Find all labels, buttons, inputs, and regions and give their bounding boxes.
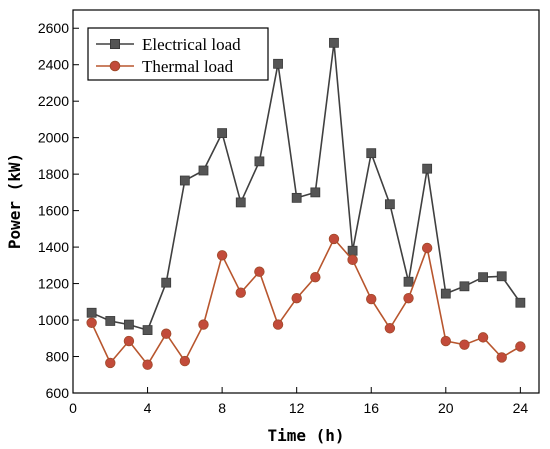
- data-point-circle: [440, 335, 452, 347]
- data-point-circle: [496, 352, 507, 363]
- x-tick-label: 8: [218, 400, 226, 416]
- y-axis: 600 800 1000 1200 1400 1600 1800 2000 2200 2400 26…: [38, 20, 79, 401]
- data-point-circle: [477, 332, 489, 343]
- data-point-circle: [384, 323, 396, 334]
- data-point-square: [366, 148, 377, 159]
- data-point-square: [124, 319, 134, 330]
- data-point-square: [235, 197, 246, 208]
- legend-box: [87, 27, 269, 81]
- data-point-square: [291, 192, 302, 203]
- x-tick-label: 24: [513, 400, 529, 416]
- data-point-circle: [86, 317, 97, 328]
- legend-label-electrical: Electrical load: [142, 35, 241, 54]
- y-tick-label: 2600: [38, 20, 69, 36]
- data-point-square: [105, 316, 116, 326]
- data-point-circle: [198, 319, 209, 330]
- y-tick-label: 600: [46, 385, 70, 401]
- y-tick-label: 1400: [38, 239, 69, 255]
- legend-item-thermal: Thermal load: [96, 57, 234, 76]
- data-point-circle: [142, 359, 153, 370]
- data-point-circle: [179, 355, 191, 367]
- series-electrical-load: [86, 37, 526, 335]
- data-point-square: [384, 199, 395, 210]
- y-tick-label: 2400: [38, 57, 69, 73]
- data-point-square: [496, 271, 507, 282]
- data-point-circle: [216, 250, 228, 261]
- data-point-square: [179, 175, 190, 186]
- y-tick-label: 2000: [38, 130, 69, 146]
- data-point-circle: [272, 319, 284, 330]
- data-point-circle: [366, 293, 377, 305]
- plot-area-frame: [72, 9, 540, 394]
- y-tick-label: 1800: [38, 166, 69, 182]
- data-point-square: [403, 276, 414, 287]
- data-point-circle: [421, 242, 433, 254]
- data-point-square: [217, 128, 228, 139]
- series-layer: [86, 37, 526, 370]
- data-point-square: [459, 281, 470, 292]
- x-tick-label: 20: [438, 400, 454, 416]
- data-point-square: [273, 58, 283, 69]
- data-point-square: [310, 187, 321, 198]
- data-point-square: [329, 37, 339, 48]
- data-point-circle: [105, 357, 116, 369]
- data-point-circle: [235, 287, 246, 298]
- data-point-circle: [291, 292, 302, 304]
- data-point-square: [161, 277, 172, 288]
- legend-label-thermal: Thermal load: [142, 57, 234, 76]
- data-point-circle: [254, 266, 265, 277]
- legend-marker-square: [110, 39, 120, 49]
- y-tick-label: 1000: [38, 312, 69, 328]
- data-point-square: [86, 307, 97, 318]
- data-point-square: [440, 288, 451, 299]
- data-point-square: [478, 272, 488, 283]
- data-point-circle: [310, 271, 321, 283]
- data-point-square: [198, 165, 209, 176]
- data-point-circle: [347, 254, 358, 266]
- x-tick-label: 16: [363, 400, 379, 416]
- data-point-circle: [160, 328, 172, 339]
- x-axis-title: Time (h): [267, 426, 344, 445]
- legend: Electrical load Thermal load: [87, 27, 269, 81]
- x-tick-label: 12: [289, 400, 305, 416]
- y-tick-label: 2200: [38, 93, 69, 109]
- legend-marker-circle: [109, 60, 121, 72]
- data-point-circle: [403, 292, 414, 304]
- data-point-square: [347, 245, 358, 256]
- data-point-circle: [123, 335, 135, 347]
- y-axis-title: Power (kW): [5, 153, 24, 249]
- data-point-circle: [328, 233, 340, 245]
- x-tick-label: 4: [144, 400, 152, 416]
- y-tick-label: 1600: [38, 203, 69, 219]
- x-tick-label: 0: [69, 400, 77, 416]
- data-point-square: [254, 156, 265, 167]
- data-point-circle: [515, 341, 526, 352]
- data-point-circle: [459, 339, 470, 350]
- data-point-square: [515, 297, 526, 308]
- y-tick-label: 1200: [38, 276, 69, 292]
- data-point-square: [142, 325, 153, 335]
- series-thermal-load: [86, 233, 526, 370]
- data-point-square: [422, 163, 433, 174]
- x-axis: 0 4 8 12 16 20 24: [69, 387, 528, 416]
- y-tick-label: 800: [46, 349, 70, 365]
- legend-item-electrical: Electrical load: [96, 35, 241, 54]
